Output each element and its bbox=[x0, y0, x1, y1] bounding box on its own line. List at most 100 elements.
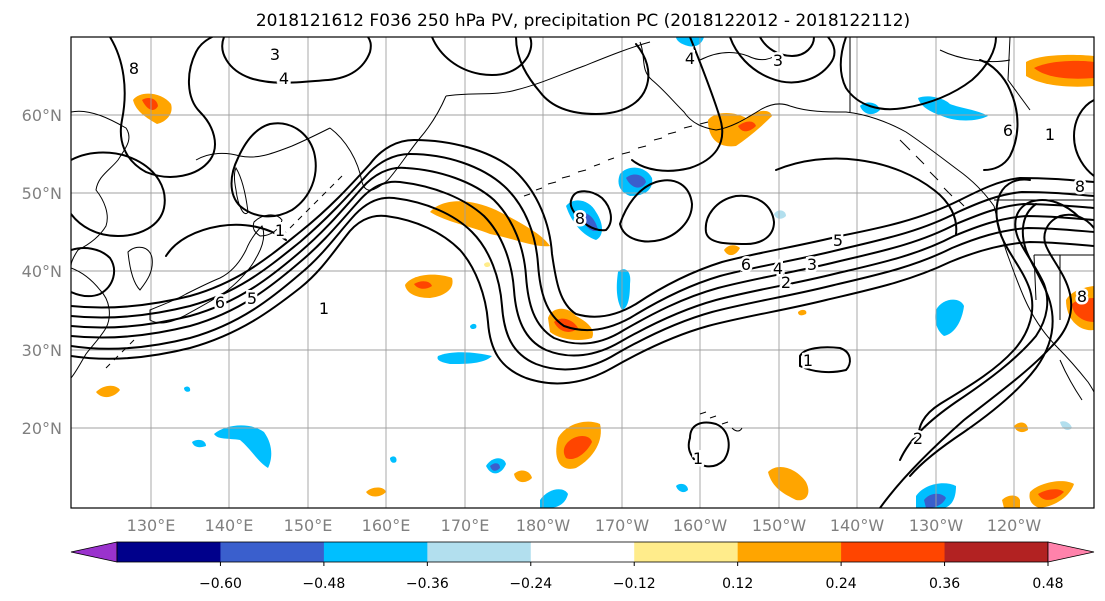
colorbar-cell bbox=[323, 542, 428, 562]
longitude-label: 150°W bbox=[752, 516, 807, 535]
latitude-label: 50°N bbox=[22, 184, 62, 203]
pv-contour-north bbox=[839, 37, 997, 111]
pv-contour-loop bbox=[618, 179, 694, 243]
colorbar-extend-high bbox=[1047, 541, 1095, 563]
precip-negative-area bbox=[490, 463, 500, 471]
longitude-label: 140°E bbox=[205, 516, 254, 535]
colorbar-cell bbox=[220, 542, 325, 562]
pv-contour-jet bbox=[71, 180, 1094, 357]
longitude-label: 150°E bbox=[284, 516, 333, 535]
coastline-korea bbox=[127, 246, 153, 291]
pv-contour-loop bbox=[799, 346, 851, 374]
pv-contour-north bbox=[729, 37, 836, 84]
coastline-okhotsk-east bbox=[195, 127, 331, 161]
coastline-alaska-west bbox=[639, 41, 791, 131]
longitude-label: 160°E bbox=[362, 516, 411, 535]
colorbar-cell bbox=[530, 542, 635, 562]
precip-negative-area bbox=[935, 299, 964, 336]
precip-positive-area bbox=[738, 121, 756, 132]
longitude-label: 160°W bbox=[673, 516, 728, 535]
contour-label: 8 bbox=[575, 209, 585, 228]
contour-label: 3 bbox=[773, 51, 783, 70]
colorbar-tick-label: −0.24 bbox=[509, 576, 552, 592]
pv-contour-meander bbox=[909, 203, 1054, 477]
latitude-axis: 60°N 50°N 40°N 30°N 20°N bbox=[22, 106, 62, 438]
longitude-label: 130°W bbox=[909, 516, 964, 535]
coastline-sakhalin bbox=[234, 166, 249, 214]
pv-contour-north bbox=[221, 37, 372, 84]
precip-positive-area bbox=[142, 98, 158, 110]
latitude-label: 30°N bbox=[22, 341, 62, 360]
precip-positive-area bbox=[563, 436, 592, 460]
colorbar-cell bbox=[944, 542, 1049, 562]
coastline-kamchatka bbox=[329, 95, 447, 191]
colorbar-tick-label: 0.24 bbox=[826, 576, 857, 592]
longitude-axis: 130°E 140°E 150°E 160°E 170°E 180°W 170°… bbox=[127, 516, 1042, 535]
contour-label: 3 bbox=[807, 255, 817, 274]
precip-positive-area bbox=[1014, 422, 1028, 433]
contour-label: 3 bbox=[270, 45, 280, 64]
contour-label: 5 bbox=[247, 289, 257, 308]
coastline-baja bbox=[1059, 359, 1083, 401]
coastline-chukotka bbox=[445, 41, 651, 97]
contour-label: 8 bbox=[129, 59, 139, 78]
precip-negative-area bbox=[580, 213, 598, 232]
colorbar-ticks: −0.60 −0.48 −0.36 −0.24 −0.12 0.12 0.24 0.36 0.4… bbox=[199, 562, 1064, 592]
precip-negative-area bbox=[918, 96, 988, 121]
pv-contour-north bbox=[165, 223, 287, 257]
contour-label: 2 bbox=[781, 273, 791, 292]
colorbar: −0.60 −0.48 −0.36 −0.24 −0.12 0.12 0.24 0.36 0.4… bbox=[70, 541, 1095, 592]
colorbar-tick-label: 0.48 bbox=[1032, 576, 1063, 592]
colorbar-cell bbox=[737, 542, 842, 562]
contour-label: 1 bbox=[319, 299, 329, 318]
kuril-islands bbox=[281, 175, 343, 237]
contour-label: 5 bbox=[833, 231, 843, 250]
pv-contour-north bbox=[759, 37, 815, 58]
precip-positive-area bbox=[798, 309, 807, 316]
pv-contour-meander bbox=[918, 178, 1034, 441]
pv-contour-north bbox=[109, 37, 216, 178]
map-title: 2018121612 F036 250 hPa PV, precipitatio… bbox=[256, 11, 910, 31]
precip-negative-area bbox=[192, 439, 206, 448]
pv-contour-jet bbox=[71, 196, 1094, 371]
pv-contour-north bbox=[1072, 99, 1094, 177]
border-states bbox=[1007, 37, 1037, 301]
colorbar-cell bbox=[841, 542, 946, 562]
precip-positive-area bbox=[1038, 489, 1064, 500]
precipitation-shading bbox=[96, 37, 1094, 508]
precip-negative-area bbox=[676, 483, 688, 493]
pv-contour-meander bbox=[879, 213, 1094, 508]
aleutian-islands bbox=[523, 121, 709, 197]
precip-negative-area bbox=[470, 323, 477, 330]
contour-label: 8 bbox=[1077, 287, 1087, 306]
pv-contour-jet bbox=[71, 152, 1094, 332]
hawaii-islands bbox=[699, 411, 743, 432]
precip-negative-area bbox=[390, 456, 397, 463]
precip-positive-area bbox=[1034, 60, 1094, 79]
pv-contour-loop bbox=[569, 190, 612, 232]
pv-contour-loop bbox=[687, 421, 730, 468]
pv-contour-jet bbox=[71, 166, 1094, 345]
pv-contour-north bbox=[515, 37, 650, 116]
longitude-label: 180°W bbox=[516, 516, 571, 535]
colorbar-tick-label: 0.36 bbox=[929, 576, 960, 592]
precip-negative-area bbox=[774, 210, 786, 219]
colorbar-tick-label: 0.12 bbox=[722, 576, 753, 592]
precip-positive-area bbox=[514, 470, 532, 483]
precip-negative-area bbox=[540, 489, 568, 508]
contour-label: 2 bbox=[913, 429, 923, 448]
contour-label: 4 bbox=[279, 69, 289, 88]
precip-negative-area bbox=[616, 269, 631, 310]
colorbar-tick-label: −0.48 bbox=[302, 576, 345, 592]
precip-negative-area bbox=[214, 425, 272, 468]
pv-contour-north bbox=[631, 37, 724, 172]
precip-positive-area bbox=[1072, 298, 1094, 322]
contour-label: 8 bbox=[1075, 177, 1085, 196]
precip-positive-area bbox=[414, 281, 432, 289]
colorbar-cell bbox=[634, 542, 739, 562]
precip-negative-area bbox=[184, 386, 191, 392]
latitude-label: 60°N bbox=[22, 106, 62, 125]
contour-label: 4 bbox=[685, 49, 695, 68]
pv-contour-jet bbox=[71, 214, 1094, 385]
pv-contour-north bbox=[71, 151, 166, 238]
